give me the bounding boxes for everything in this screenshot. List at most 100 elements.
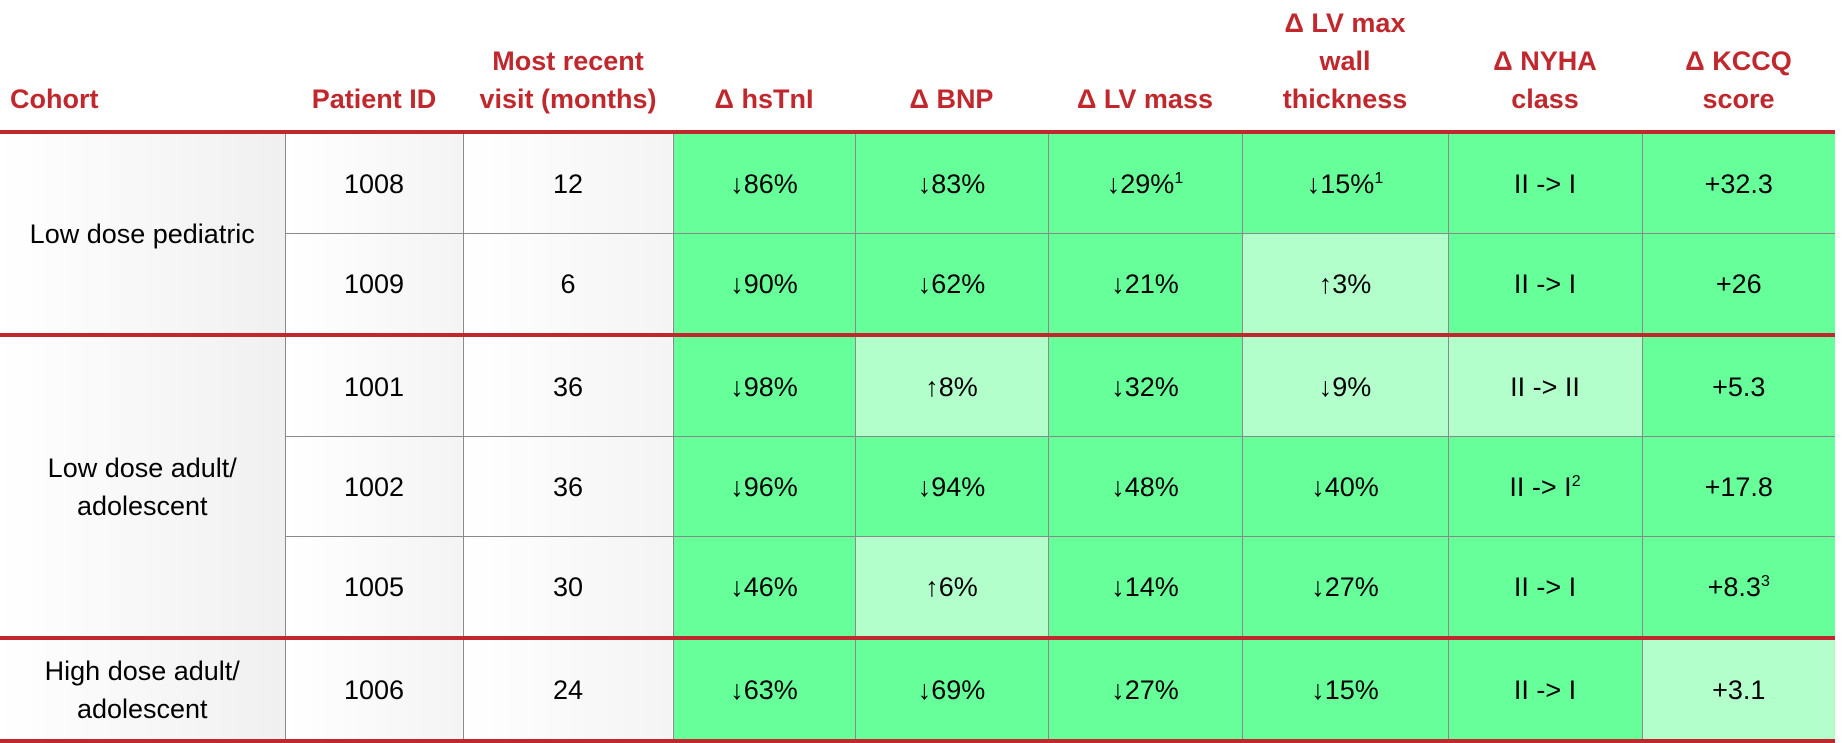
column-header: Δ KCCQ score	[1642, 4, 1835, 134]
cell-value: ↓48%	[1111, 471, 1179, 502]
cell-value: +32.3	[1704, 168, 1773, 199]
cell-value: ↓15%	[1306, 168, 1375, 199]
result-cell: +8.33	[1641, 536, 1835, 639]
cell-value: +17.8	[1704, 471, 1773, 502]
patient-id: 1001	[284, 333, 464, 437]
result-cell: +26	[1641, 233, 1835, 336]
footnote-marker: 3	[1760, 572, 1770, 590]
result-cell: ↓46%	[672, 536, 856, 639]
cell-value: ↓94%	[917, 471, 986, 502]
column-header: Cohort	[0, 4, 285, 134]
result-cell: ↓62%	[854, 233, 1049, 336]
column-header: Δ NYHA class	[1448, 4, 1642, 134]
result-cell: ↑6%	[854, 536, 1049, 639]
result-cell: ↓29%1	[1047, 130, 1243, 234]
column-header: Most recent visit (months)	[463, 4, 673, 134]
cell-value: ↓63%	[730, 674, 798, 705]
cell-value: ↓96%	[730, 471, 798, 502]
result-cell: ↓21%	[1047, 233, 1243, 336]
visit-months: 6	[462, 233, 674, 336]
result-cell: ↓40%	[1241, 436, 1449, 537]
result-cell: ↓90%	[672, 233, 856, 336]
patient-id: 1002	[284, 436, 464, 537]
cell-value: II -> I	[1513, 168, 1577, 199]
cell-value: ↓21%	[1111, 268, 1179, 299]
cohort-cell: Low dose adult/ adolescent	[0, 333, 286, 639]
patient-id: 1008	[284, 130, 464, 234]
result-cell: ↓9%	[1241, 333, 1449, 437]
cell-value: II -> I	[1509, 471, 1572, 502]
page: {"table": { "columns": ["Cohort", "Patie…	[0, 4, 1835, 743]
table-row: 1002 36 ↓96% ↓94% ↓48% ↓40% II -> I2 +17.8	[0, 436, 1835, 537]
cell-value: ↓29%	[1106, 168, 1175, 199]
cell-value: ↓83%	[917, 168, 986, 199]
cell-value: II -> II	[1510, 371, 1580, 402]
patient-id: 1009	[284, 233, 464, 336]
result-cell: II -> I	[1447, 130, 1643, 234]
result-cell: ↓48%	[1047, 436, 1243, 537]
result-cell: ↑3%	[1241, 233, 1449, 336]
results-table: Cohort Patient ID Most recent visit (month…	[0, 4, 1835, 743]
cell-value: ↓86%	[730, 168, 798, 199]
result-cell: +3.1	[1641, 636, 1835, 743]
cell-value: ↓69%	[917, 674, 986, 705]
cell-value: +5.3	[1712, 371, 1766, 402]
table-row: 1009 6 ↓90% ↓62% ↓21% ↑3% II -> I +26	[0, 233, 1835, 336]
result-cell: II -> I	[1447, 536, 1643, 639]
cell-value: II -> I	[1513, 571, 1577, 602]
cohort-cell: High dose adult/ adolescent	[0, 636, 286, 743]
result-cell: +5.3	[1641, 333, 1835, 437]
result-cell: ↓15%1	[1241, 130, 1449, 234]
result-cell: II -> II	[1447, 333, 1643, 437]
cell-value: +26	[1715, 268, 1762, 299]
result-cell: ↓32%	[1047, 333, 1243, 437]
footnote-marker: 1	[1174, 169, 1184, 187]
cell-value: II -> I	[1513, 268, 1577, 299]
cell-value: ↑8%	[925, 371, 978, 402]
column-header: Δ LV max wall thickness	[1242, 4, 1448, 134]
cell-value: ↓14%	[1111, 571, 1179, 602]
result-cell: ↓94%	[854, 436, 1049, 537]
cell-value: ↓40%	[1311, 471, 1379, 502]
cell-value: ↓90%	[730, 268, 798, 299]
result-cell: ↑8%	[854, 333, 1049, 437]
cell-value: ↓27%	[1311, 571, 1379, 602]
cell-value: ↑6%	[925, 571, 978, 602]
patient-id: 1006	[284, 636, 464, 743]
cell-value: ↑3%	[1318, 268, 1372, 299]
result-cell: ↓14%	[1047, 536, 1243, 639]
visit-months: 36	[462, 333, 674, 437]
cell-value: +3.1	[1712, 674, 1766, 705]
table-row: High dose adult/ adolescent 1006 24 ↓63% ↓69…	[0, 636, 1835, 743]
visit-months: 24	[462, 636, 674, 743]
header-row: Cohort Patient ID Most recent visit (month…	[0, 4, 1835, 134]
result-cell: ↓27%	[1047, 636, 1243, 743]
column-header: Δ LV mass	[1048, 4, 1242, 134]
result-cell: ↓96%	[672, 436, 856, 537]
result-cell: II -> I2	[1447, 436, 1643, 537]
result-cell: ↓69%	[854, 636, 1049, 743]
result-cell: ↓27%	[1241, 536, 1449, 639]
column-header: Δ hsTnI	[673, 4, 855, 134]
footnote-marker: 2	[1571, 472, 1581, 490]
cell-value: ↓46%	[730, 571, 798, 602]
patient-id: 1005	[284, 536, 464, 639]
visit-months: 12	[462, 130, 674, 234]
result-cell: ↓83%	[854, 130, 1049, 234]
footnote-marker: 1	[1374, 169, 1384, 187]
result-cell: ↓15%	[1241, 636, 1449, 743]
table-row: Low dose adult/ adolescent 1001 36 ↓98% ↑8% ↓…	[0, 333, 1835, 639]
column-header: Patient ID	[285, 4, 463, 134]
result-cell: II -> I	[1447, 233, 1643, 336]
result-cell: +17.8	[1641, 436, 1835, 537]
table-row: Low dose pediatric 1008 12 ↓86% ↓83% ↓29%1 ↓15…	[0, 130, 1835, 336]
table-body: Low dose pediatric 1008 12 ↓86% ↓83% ↓29%1 ↓15…	[0, 130, 1835, 743]
column-header: Δ BNP	[855, 4, 1048, 134]
cohort-cell: Low dose pediatric	[0, 130, 286, 336]
result-cell: II -> I	[1447, 636, 1643, 743]
result-cell: ↓63%	[672, 636, 856, 743]
cell-value: II -> I	[1513, 674, 1577, 705]
visit-months: 30	[462, 536, 674, 639]
cell-value: ↓98%	[730, 371, 798, 402]
cell-value: ↓27%	[1111, 674, 1179, 705]
